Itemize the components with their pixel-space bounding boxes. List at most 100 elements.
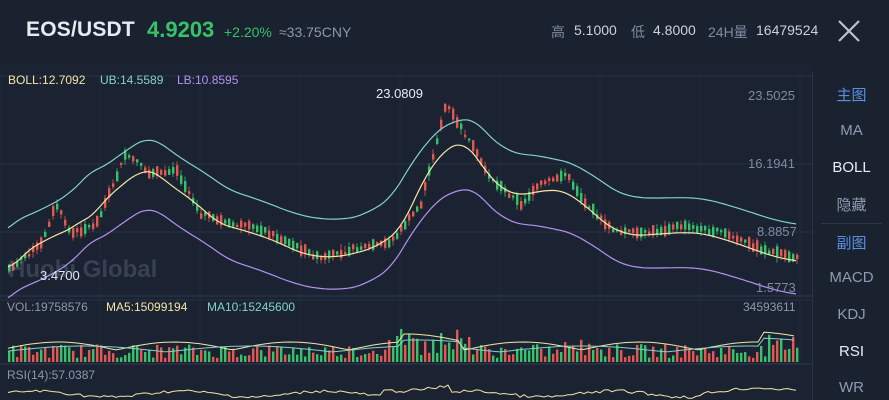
candle-body [708, 229, 711, 235]
candle-body [564, 172, 567, 177]
candle-body [332, 249, 335, 257]
candle-body [508, 193, 511, 198]
volume-bar [400, 328, 403, 362]
candle-body [236, 224, 239, 228]
candle-body [528, 192, 531, 201]
candle-body [264, 226, 267, 233]
volume-bar [440, 332, 443, 362]
indicator-boll[interactable]: BOLL [832, 159, 871, 176]
candle-body [92, 223, 95, 229]
volume-bar [72, 350, 75, 362]
indicator-rsi[interactable]: RSI [838, 343, 864, 360]
candle-body [8, 264, 11, 272]
volume-bar [796, 347, 799, 362]
candle-body [392, 236, 395, 241]
high-label: 高 [551, 24, 565, 40]
candle-body [96, 215, 99, 227]
candle-body [16, 261, 19, 267]
volume-bar [48, 357, 51, 362]
volume-bar [308, 347, 311, 362]
candle-body [640, 227, 643, 238]
volume-bar [52, 345, 55, 362]
volume-bar [432, 339, 435, 362]
volume-bar [788, 348, 791, 362]
indicator-hide[interactable]: 隐藏 [836, 197, 867, 214]
volume-bar [792, 336, 795, 362]
volume-bar [228, 351, 231, 362]
high-marker: 23.0809 [376, 86, 423, 101]
candle-body [600, 215, 603, 220]
kline-chart[interactable]: BOLL:12.7092 UB:14.5589 LB:10.8595 23.50… [0, 64, 812, 400]
close-button[interactable] [836, 18, 862, 44]
candle-body [240, 220, 243, 228]
pair-name: EOS/USDT [26, 18, 135, 41]
volume-bar [564, 342, 567, 362]
candle-body [404, 221, 407, 230]
candle-body [372, 239, 375, 250]
candle-body [448, 106, 451, 110]
volume-bar [92, 349, 95, 362]
volume-bar [216, 357, 219, 362]
indicator-sidebar: 主图 MA BOLL 隐藏 副图 MACD KDJ RSI WR [812, 72, 889, 400]
candle-body [172, 167, 175, 174]
volume-bar [772, 344, 775, 362]
candle-body [720, 230, 723, 233]
rsi-line [7, 384, 797, 399]
indicator-kdj[interactable]: KDJ [837, 306, 866, 323]
candle-body [472, 140, 475, 152]
price-axis-label: 1.5773 [756, 280, 796, 295]
indicator-wr[interactable]: WR [839, 379, 864, 396]
candle-body [664, 225, 667, 237]
volume-bar [160, 347, 163, 362]
volume-bar [680, 357, 683, 362]
volume-max-label: 34593611 [743, 300, 796, 314]
volume-bar [336, 356, 339, 362]
candle-body [88, 225, 91, 228]
candle-body [728, 231, 731, 240]
volume-bar [776, 340, 779, 362]
candle-body [460, 123, 463, 130]
volume-bar [120, 357, 123, 362]
volume-bar [204, 350, 207, 362]
volume-bar [688, 349, 691, 362]
volume-bar [276, 346, 279, 362]
candle-body [100, 211, 103, 218]
chart-canvas [0, 75, 812, 399]
price-axis-label: 8.8857 [757, 224, 797, 239]
volume-bar [56, 346, 59, 362]
candle-body [468, 138, 471, 141]
candle-body [160, 170, 163, 175]
volume-bar [600, 349, 603, 362]
indicator-macd[interactable]: MACD [829, 269, 874, 286]
candle-body [772, 248, 775, 255]
volume-bar [736, 352, 739, 362]
price-axis-label: 16.1941 [748, 156, 795, 171]
volume-bar [752, 357, 755, 362]
candle-body [672, 224, 675, 230]
candle-body [536, 183, 539, 190]
candle-body [44, 231, 47, 237]
candle-body [692, 225, 695, 229]
volume-bar [392, 347, 395, 362]
candle-body [328, 250, 331, 259]
main-chart-title: 主图 [836, 87, 867, 104]
volume-bar [112, 353, 115, 362]
volume-bar [604, 356, 607, 362]
candle-body [144, 167, 147, 174]
candle-body [556, 174, 559, 182]
volume-bar [12, 345, 15, 362]
volume-bar [44, 347, 47, 362]
volume-bar [136, 346, 139, 362]
volume-bar [352, 348, 355, 362]
candle-body [256, 225, 259, 233]
candle-body [296, 242, 299, 249]
candle-body [136, 159, 139, 163]
candle-body [280, 236, 283, 244]
candle-body [288, 239, 291, 247]
indicator-ma[interactable]: MA [840, 122, 863, 139]
volume-bar [68, 347, 71, 362]
volume-bar [748, 356, 751, 362]
volume-bar [328, 350, 331, 362]
candle-body [80, 227, 83, 237]
candle-body [756, 240, 759, 252]
